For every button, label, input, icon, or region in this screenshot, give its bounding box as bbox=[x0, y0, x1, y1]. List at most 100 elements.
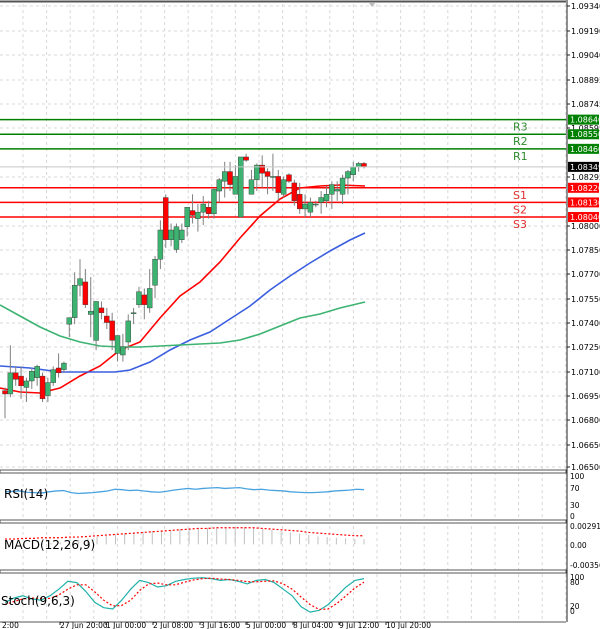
bull-candle[interactable] bbox=[45, 382, 51, 396]
bear-candle[interactable] bbox=[243, 156, 249, 161]
bull-candle[interactable] bbox=[270, 176, 276, 178]
price-candles[interactable] bbox=[2, 153, 367, 419]
bull-candle[interactable] bbox=[50, 369, 56, 383]
bull-candle[interactable] bbox=[318, 197, 324, 203]
price-label: 1.08895 bbox=[571, 76, 600, 85]
bull-candle[interactable] bbox=[136, 291, 142, 305]
bull-candle[interactable] bbox=[173, 226, 180, 250]
bull-candle[interactable] bbox=[77, 278, 83, 286]
bull-candle[interactable] bbox=[66, 317, 72, 325]
bull-candle[interactable] bbox=[221, 171, 228, 182]
price-label: 1.07250 bbox=[571, 343, 600, 352]
bull-candle[interactable] bbox=[168, 229, 174, 240]
bull-candle[interactable] bbox=[61, 362, 67, 370]
pivot-label-r3: R3 bbox=[513, 121, 528, 134]
bull-candle[interactable] bbox=[184, 207, 190, 227]
bull-candle[interactable] bbox=[157, 229, 164, 260]
bear-candle[interactable] bbox=[98, 307, 105, 313]
bull-candle[interactable] bbox=[130, 312, 137, 314]
bear-candle[interactable] bbox=[259, 164, 265, 174]
time-axis[interactable]: 2:00 27 Jun 20:001 Jul 00:00 2 Jul 08:00 3 … bbox=[2, 621, 431, 629]
bull-candle[interactable] bbox=[334, 189, 340, 192]
bear-candle[interactable] bbox=[361, 163, 367, 167]
price-label: 1.07100 bbox=[571, 368, 600, 377]
bull-candle[interactable] bbox=[71, 284, 78, 318]
bull-candle[interactable] bbox=[146, 288, 153, 309]
price-label: 1.06800 bbox=[571, 416, 600, 425]
bull-candle[interactable] bbox=[114, 335, 121, 354]
chart-grid bbox=[0, 4, 567, 620]
bull-candle[interactable] bbox=[120, 346, 126, 356]
price-label: 1.09190 bbox=[571, 27, 600, 36]
bull-candle[interactable] bbox=[313, 203, 319, 206]
bear-candle[interactable] bbox=[297, 194, 303, 210]
bull-candle[interactable] bbox=[350, 166, 356, 176]
bull-candle[interactable] bbox=[211, 189, 217, 214]
bear-candle[interactable] bbox=[13, 372, 19, 380]
bull-candle[interactable] bbox=[216, 179, 223, 192]
shift-marker-icon[interactable] bbox=[369, 3, 375, 7]
time-label: 9 Jul 12:00 bbox=[339, 621, 379, 629]
bear-candle[interactable] bbox=[82, 281, 89, 305]
price-axis[interactable]: 1.09340 1.09190 1.09040 1.08895 1.08745 1.085… bbox=[0, 2, 600, 616]
bull-candle[interactable] bbox=[355, 163, 362, 167]
bull-candle[interactable] bbox=[307, 202, 314, 213]
bull-candle[interactable] bbox=[323, 194, 330, 201]
bear-candle[interactable] bbox=[205, 207, 212, 214]
bull-candle[interactable] bbox=[93, 301, 99, 341]
level-price-tag bbox=[568, 114, 599, 125]
bull-candle[interactable] bbox=[179, 229, 185, 240]
stoch-axis-label: 80 bbox=[570, 578, 580, 587]
bear-candle[interactable] bbox=[141, 294, 148, 305]
time-label: 1 Jul 00:00 bbox=[106, 621, 146, 629]
price-label: 1.07550 bbox=[571, 295, 600, 304]
pivot-label-s3: S3 bbox=[513, 218, 527, 231]
macd-pane-label: MACD(12,26,9) bbox=[4, 538, 96, 552]
bull-candle[interactable] bbox=[339, 177, 346, 195]
bear-candle[interactable] bbox=[2, 390, 8, 395]
bull-candle[interactable] bbox=[254, 164, 260, 180]
price-label: 1.06650 bbox=[571, 441, 600, 450]
bear-candle[interactable] bbox=[264, 171, 271, 177]
price-label: 1.08295 bbox=[571, 173, 600, 182]
bull-candle[interactable] bbox=[195, 211, 201, 219]
bear-candle[interactable] bbox=[286, 174, 292, 182]
level-price-tag bbox=[568, 197, 599, 208]
pivot-label-s1: S1 bbox=[513, 189, 527, 202]
bear-candle[interactable] bbox=[275, 176, 281, 193]
bull-candle[interactable] bbox=[88, 310, 94, 315]
bull-candle[interactable] bbox=[329, 184, 335, 195]
bull-candle[interactable] bbox=[280, 179, 287, 195]
level-price-value: 1.08460 bbox=[570, 145, 600, 154]
bull-candle[interactable] bbox=[302, 203, 308, 210]
bear-candle[interactable] bbox=[291, 182, 298, 201]
level-price-value: 1.08640 bbox=[570, 116, 600, 125]
bear-candle[interactable] bbox=[163, 197, 169, 240]
stoch-axis-label: 0 bbox=[570, 607, 575, 616]
bear-candle[interactable] bbox=[104, 315, 110, 323]
bull-candle[interactable] bbox=[152, 259, 158, 286]
bull-candle[interactable] bbox=[7, 372, 14, 395]
bull-candle[interactable] bbox=[248, 179, 255, 195]
bull-candle[interactable] bbox=[345, 171, 351, 179]
macd-axis-label: -0.00356 bbox=[570, 561, 600, 570]
bull-candle[interactable] bbox=[23, 380, 30, 388]
price-label: 1.07400 bbox=[571, 319, 600, 328]
bull-candle[interactable] bbox=[29, 371, 35, 382]
level-price-tag bbox=[568, 143, 599, 154]
current-price-value: 1.08349 bbox=[570, 163, 600, 172]
bull-candle[interactable] bbox=[34, 366, 40, 378]
bear-candle[interactable] bbox=[55, 367, 62, 374]
bear-candle[interactable] bbox=[109, 320, 115, 341]
rsi-line bbox=[4, 486, 365, 495]
pivot-label-r1: R1 bbox=[513, 150, 528, 163]
bull-candle[interactable] bbox=[232, 176, 239, 195]
bull-candle[interactable] bbox=[125, 320, 131, 343]
bear-candle[interactable] bbox=[39, 375, 46, 400]
bear-candle[interactable] bbox=[18, 375, 24, 387]
bull-candle[interactable] bbox=[200, 203, 206, 213]
bear-candle[interactable] bbox=[189, 210, 196, 216]
bear-candle[interactable] bbox=[227, 171, 233, 185]
bull-candle[interactable] bbox=[238, 156, 244, 218]
